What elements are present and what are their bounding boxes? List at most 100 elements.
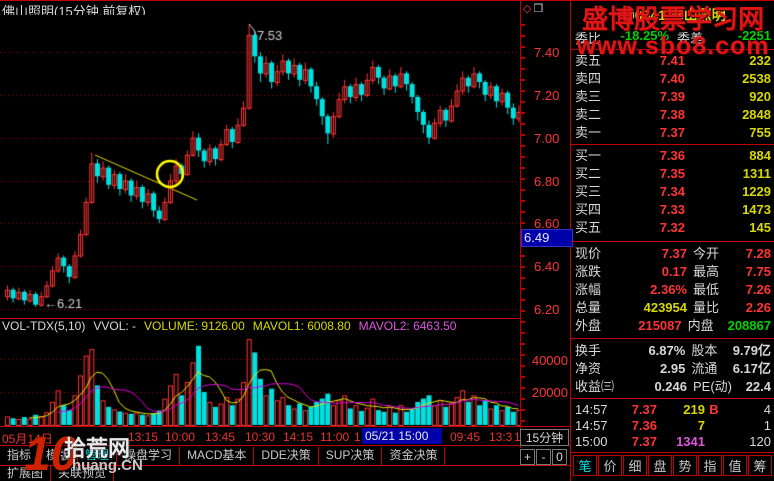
ask-row: 卖五 7.41 232 xyxy=(575,52,771,70)
mavol1-value: MAVOL1: 6008.80 xyxy=(252,319,351,333)
stat-value: 22.4 xyxy=(745,379,771,394)
bid-row-volume: 884 xyxy=(749,148,771,163)
ask-row-volume: 232 xyxy=(749,53,771,68)
stat-value: 6.87% xyxy=(648,343,686,358)
stat-value: 7.37 xyxy=(661,246,687,261)
tick-price: 7.36 xyxy=(631,418,657,433)
quote-tab-筹[interactable]: 筹 xyxy=(748,455,772,476)
tick-list: 14:57 7.37 219 B 4 14:57 7.36 7 1 15:00 7.37 1341 12… xyxy=(575,402,771,450)
bid-row-volume: 1473 xyxy=(742,202,771,217)
zoom-in-button[interactable]: + xyxy=(520,449,535,465)
indicator-tab[interactable]: DDE决策 xyxy=(254,447,319,465)
price-axis-label: 6.20 xyxy=(534,302,560,317)
quote-tab-价[interactable]: 价 xyxy=(598,455,622,476)
bid-row-volume: 1311 xyxy=(742,166,771,181)
window-icon[interactable]: ❒ xyxy=(533,3,546,15)
time-axis-label: 13:15 xyxy=(128,430,159,444)
bid-row: 买四 7.33 1473 xyxy=(575,201,771,219)
bid-row-label: 买一 xyxy=(575,148,602,163)
tick-time: 14:57 xyxy=(575,418,608,433)
quote-tab-值[interactable]: 值 xyxy=(723,455,747,476)
bid-row-price: 7.36 xyxy=(659,148,685,163)
mavol2-value: MAVOL2: 6463.50 xyxy=(358,319,457,333)
quote-stat-row: 外盘 215087 内盘 208867 xyxy=(575,317,771,335)
quote-stat-row: 收益㈢ 0.246 PE(动) 22.4 xyxy=(575,378,771,396)
diamond-icon[interactable]: ◇ xyxy=(523,3,534,15)
volume-indicator-header: VOL-TDX(5,10) VVOL: - VOLUME: 9126.00 MAVOL… xyxy=(2,319,518,333)
indicator-tab[interactable]: 模版 xyxy=(39,447,79,465)
tick-time: 14:57 xyxy=(575,402,608,417)
quote-stats-b: 换手 6.87% 股本 9.79亿 净资 2.95 流通 6.17亿 收益㈢ 0.246 PE(动)… xyxy=(575,342,771,396)
bid-row: 买五 7.32 145 xyxy=(575,219,771,237)
stat-label: 流通 xyxy=(691,361,718,376)
ask-row-label: 卖二 xyxy=(575,107,602,122)
volume-chart[interactable] xyxy=(0,334,520,426)
tick-flag: B xyxy=(709,402,719,417)
stat-value: 7.75 xyxy=(745,264,771,279)
time-axis-label: 05月14日 xyxy=(2,432,53,446)
quote-stat-row: 净资 2.95 流通 6.17亿 xyxy=(575,360,771,378)
tick-count: 1 xyxy=(763,418,771,433)
bid-row-price: 7.34 xyxy=(659,184,685,199)
ask-row-price: 7.39 xyxy=(659,89,685,104)
ask-row-label: 卖四 xyxy=(575,71,602,86)
bid-row-label: 买四 xyxy=(575,202,602,217)
tick-row: 15:00 7.37 1341 120 xyxy=(575,434,771,450)
candlestick-chart[interactable] xyxy=(0,15,520,318)
watermark-suffix: huang.CN xyxy=(72,457,143,474)
indicator-tab[interactable]: 操盘学习 xyxy=(117,447,181,465)
secondary-tab[interactable]: 关联预览 xyxy=(51,465,115,481)
quote-tab-指[interactable]: 指 xyxy=(698,455,722,476)
indicator-tab[interactable]: 指标 xyxy=(0,447,40,465)
indicator-tab[interactable]: 管理 xyxy=(78,447,118,465)
zoom-out-button[interactable]: - xyxy=(536,449,551,465)
quote-stats-a: 现价 7.37 今开 7.28 涨跌 0.17 最高 7.75 涨幅 2.36% 最低 7.26 总量 4… xyxy=(575,245,771,335)
zoom-reset-button[interactable]: 0 xyxy=(552,449,567,465)
watermark-site-url: www.sbo8.com xyxy=(576,32,770,60)
separator xyxy=(571,398,774,399)
indicator-tab[interactable]: SUP决策 xyxy=(319,447,383,465)
tick-volume: 1341 xyxy=(676,434,705,449)
tick-count: 120 xyxy=(749,434,771,449)
time-axis[interactable]: 05月14日 13:15 10:00 13:45 10:30 14:15 11:00 1 09:… xyxy=(0,426,570,446)
bid-row: 买二 7.35 1311 xyxy=(575,165,771,183)
time-axis-label: 11:00 xyxy=(320,430,350,444)
stat-value: 7.26 xyxy=(745,282,771,297)
secondary-tab[interactable]: 扩展图 xyxy=(0,465,52,481)
time-axis-label: 09:45 xyxy=(450,430,481,444)
stat-value: 215087 xyxy=(638,318,682,333)
ask-row-volume: 2848 xyxy=(742,107,771,122)
stat-value: 2.95 xyxy=(660,361,686,376)
volume-axis-label: 40000 xyxy=(531,353,568,368)
ask-row-label: 卖三 xyxy=(575,89,602,104)
quote-tab-盘[interactable]: 盘 xyxy=(648,455,672,476)
stat-label: 涨幅 xyxy=(575,282,602,297)
stat-label: 换手 xyxy=(575,343,602,358)
bid-row-price: 7.35 xyxy=(659,166,685,181)
separator xyxy=(571,241,774,242)
price-axis-label: 7.20 xyxy=(534,87,560,103)
price-axis-label: 7.00 xyxy=(534,130,560,146)
ask-row-label: 卖一 xyxy=(575,125,602,140)
quote-tab-细[interactable]: 细 xyxy=(623,455,647,476)
stat-label: 今开 xyxy=(693,246,720,261)
quote-tab-笔[interactable]: 笔 xyxy=(573,455,597,476)
period-selector[interactable]: 15分钟 xyxy=(520,429,569,446)
watermark-top: 盛博股票学习网 www.sbo8.com xyxy=(572,6,774,60)
quote-tab-势[interactable]: 势 xyxy=(673,455,697,476)
ask-levels: 卖五 7.41 232 卖四 7.40 2538 卖三 7.39 920 卖二 7.38 2848 卖一… xyxy=(575,52,771,142)
tick-price: 7.37 xyxy=(631,402,657,417)
stat-value: 2.36% xyxy=(650,282,687,297)
time-axis-cursor: 05/21 15:00 xyxy=(362,428,442,444)
time-axis-label: 13:3 xyxy=(489,430,513,444)
stat-label: 最高 xyxy=(693,264,720,279)
tick-volume: 7 xyxy=(697,418,705,433)
ask-row-price: 7.37 xyxy=(659,125,685,140)
ask-row: 卖一 7.37 755 xyxy=(575,124,771,142)
time-axis-label: 1 xyxy=(514,430,521,444)
stat-value: 2.26 xyxy=(745,300,771,315)
indicator-tab[interactable]: 资金决策 xyxy=(382,447,446,465)
indicator-tab[interactable]: MACD基本 xyxy=(180,447,255,465)
bid-row: 买三 7.34 1229 xyxy=(575,183,771,201)
bid-row-price: 7.32 xyxy=(659,220,685,235)
